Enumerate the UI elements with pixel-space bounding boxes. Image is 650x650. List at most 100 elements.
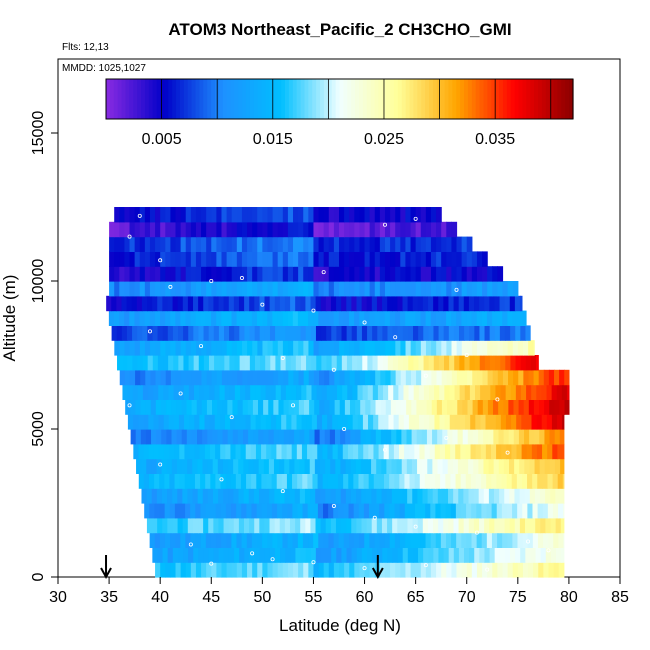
heatmap-cell [457,399,463,415]
heatmap-cell [211,369,218,386]
heatmap-cell [423,384,430,400]
heatmap-cell [247,399,254,415]
heatmap-cell [374,236,381,252]
heatmap-cell [404,443,410,460]
heatmap-cell [169,473,176,489]
colorbar-segment [320,79,325,119]
heatmap-cell [415,340,422,356]
heatmap-cell [299,429,305,445]
heatmap-cell [221,266,228,282]
heatmap-cell [502,369,509,386]
heatmap-cell [279,488,286,504]
heatmap-cell [344,369,351,386]
heatmap-cell [165,281,171,297]
heatmap-cell [192,517,199,534]
heatmap-cell [461,281,468,297]
observation-point [454,287,459,292]
heatmap-cell [239,384,246,400]
heatmap-cell [272,221,279,238]
heatmap-cell [235,443,242,460]
heatmap-cell [206,399,213,415]
heatmap-cell [201,399,208,415]
heatmap-cell [409,503,416,519]
observation-point [178,391,183,396]
heatmap-cell [428,295,434,312]
heatmap-cell [505,355,512,371]
heatmap-cell [365,429,372,445]
heatmap-cell [344,281,350,297]
heatmap-cell [421,369,427,386]
heatmap-cell [268,429,275,445]
heatmap-cell [320,488,327,504]
heatmap-cell [134,221,141,238]
colorbar-segment [541,79,547,119]
heatmap-cell [361,325,368,341]
heatmap-cell [398,355,404,371]
heatmap-cell [149,251,156,267]
heatmap-cell [349,207,355,223]
heatmap-cell [236,503,242,519]
heatmap-cell [542,443,548,460]
heatmap-cell [191,429,198,445]
heatmap-cell [163,414,170,430]
heatmap-cell [390,369,397,386]
heatmap-cell [227,429,234,445]
heatmap-cell [264,325,271,341]
heatmap-cell [359,532,365,548]
heatmap-cell [405,281,412,297]
heatmap-cell [557,473,564,489]
heatmap-cell [474,384,481,400]
heatmap-cell [550,547,557,563]
heatmap-cell [418,547,424,563]
heatmap-cell [288,340,294,356]
heatmap-cell [221,340,228,356]
heatmap-cell [143,443,150,460]
observation-point [209,278,214,283]
heatmap-cell [195,221,202,238]
heatmap-cell [497,340,504,356]
heatmap-cell [417,517,424,534]
heatmap-cell [422,458,428,474]
heatmap-cell [480,414,487,430]
heatmap-cell [246,310,253,326]
heatmap-cell [371,458,377,474]
heatmap-cell [336,295,342,312]
heatmap-cell [349,310,355,326]
heatmap-cell [420,340,427,356]
heatmap-cell [414,443,421,460]
heatmap-cell [208,295,215,312]
heatmap-cell [425,207,432,223]
heatmap-cell [299,458,306,474]
heatmap-cell [400,207,407,223]
heatmap-cell [454,355,460,371]
heatmap-cell [325,517,332,534]
heatmap-cell [300,547,307,563]
heatmap-cell [489,517,495,534]
colorbar-segment [475,79,481,119]
heatmap-cell [278,429,285,445]
heatmap-cell [474,355,481,371]
heatmap-cell [346,355,353,371]
heatmap-cell [182,488,189,504]
heatmap-cell [319,429,326,445]
heatmap-cell [315,517,322,534]
observation-point [485,567,490,572]
heatmap-cell [300,295,307,312]
heatmap-cell [520,547,526,563]
heatmap-cell [470,443,477,460]
heatmap-cell [146,458,152,474]
heatmap-cell [155,281,161,297]
heatmap-cell [527,532,534,548]
heatmap-cell [425,532,432,548]
heatmap-cell [215,503,222,519]
heatmap-cell [494,547,501,563]
heatmap-cell [420,251,427,267]
heatmap-cell [221,221,228,238]
heatmap-cell [480,384,486,400]
heatmap-cell [119,251,126,267]
heatmap-cell [293,340,299,356]
heatmap-cell [272,562,279,578]
heatmap-cell [390,281,396,297]
heatmap-cell [267,221,274,238]
heatmap-cell [232,399,239,415]
